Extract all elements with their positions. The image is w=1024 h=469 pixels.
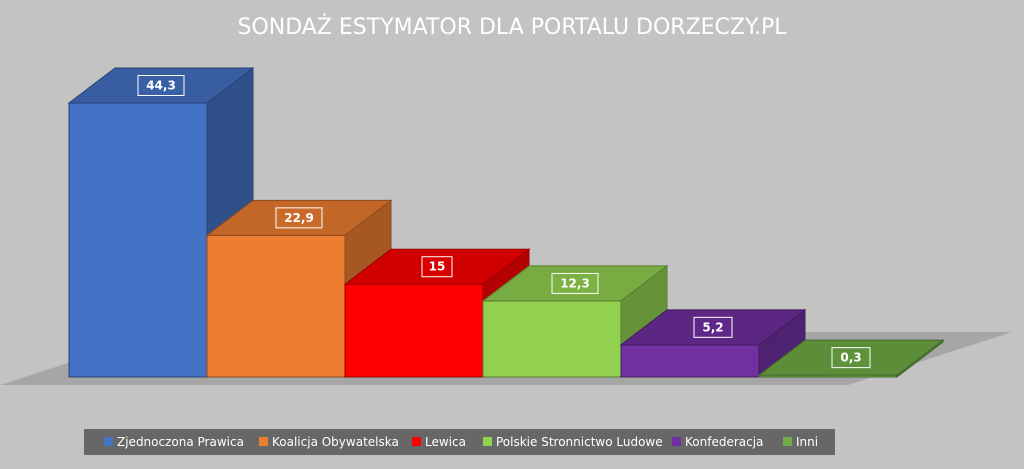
data-label: 22,9 bbox=[284, 211, 314, 225]
data-label-box bbox=[551, 272, 599, 294]
data-label-box bbox=[275, 207, 323, 229]
legend-background bbox=[84, 429, 835, 455]
data-label: 15 bbox=[429, 260, 446, 274]
legend-swatch bbox=[483, 437, 492, 446]
bar-6: 0,3 bbox=[757, 339, 945, 379]
legend-swatch bbox=[104, 437, 113, 446]
legend-item: Konfederacja bbox=[672, 435, 763, 449]
legend-label: Lewica bbox=[425, 435, 466, 449]
bar-front-face bbox=[344, 283, 484, 378]
bars-group: 44,3 22,9 15 12,3 5,2 0,3 bbox=[67, 66, 945, 379]
legend-item: Zjednoczona Prawica bbox=[104, 435, 244, 449]
legend-swatch bbox=[412, 437, 421, 446]
data-label: 0,3 bbox=[840, 351, 861, 365]
legend-label: Polskie Stronnictwo Ludowe bbox=[496, 435, 663, 449]
legend-item: Inni bbox=[783, 435, 818, 449]
data-label-box bbox=[693, 316, 733, 338]
bar-5: 5,2 bbox=[619, 308, 807, 379]
data-label: 44,3 bbox=[146, 79, 176, 93]
legend-label: Inni bbox=[796, 435, 818, 449]
legend-label: Zjednoczona Prawica bbox=[117, 435, 244, 449]
bar-front-face bbox=[206, 234, 346, 378]
data-label: 5,2 bbox=[702, 320, 723, 334]
data-label-box bbox=[421, 256, 453, 278]
data-label-box bbox=[137, 75, 185, 96]
legend-label: Konfederacja bbox=[685, 435, 763, 449]
legend-swatch bbox=[783, 437, 792, 446]
legend-item: Koalicja Obywatelska bbox=[259, 435, 399, 449]
legend-item: Polskie Stronnictwo Ludowe bbox=[483, 435, 663, 449]
chart-legend: Zjednoczona Prawica Koalicja Obywatelska L… bbox=[84, 429, 835, 455]
legend-items: Zjednoczona Prawica Koalicja Obywatelska L… bbox=[104, 435, 818, 449]
legend-label: Koalicja Obywatelska bbox=[272, 435, 399, 449]
legend-swatch bbox=[672, 437, 681, 446]
legend-item: Lewica bbox=[412, 435, 466, 449]
chart-title: SONDAŻ ESTYMATOR DLA PORTALU DORZECZY.PL bbox=[237, 14, 787, 40]
data-label: 12,3 bbox=[560, 276, 590, 290]
bar-front-face bbox=[620, 344, 760, 378]
bar-front-face bbox=[68, 102, 208, 378]
bar-front-face bbox=[482, 300, 622, 378]
legend-swatch bbox=[259, 437, 268, 446]
data-label-box bbox=[831, 347, 871, 369]
